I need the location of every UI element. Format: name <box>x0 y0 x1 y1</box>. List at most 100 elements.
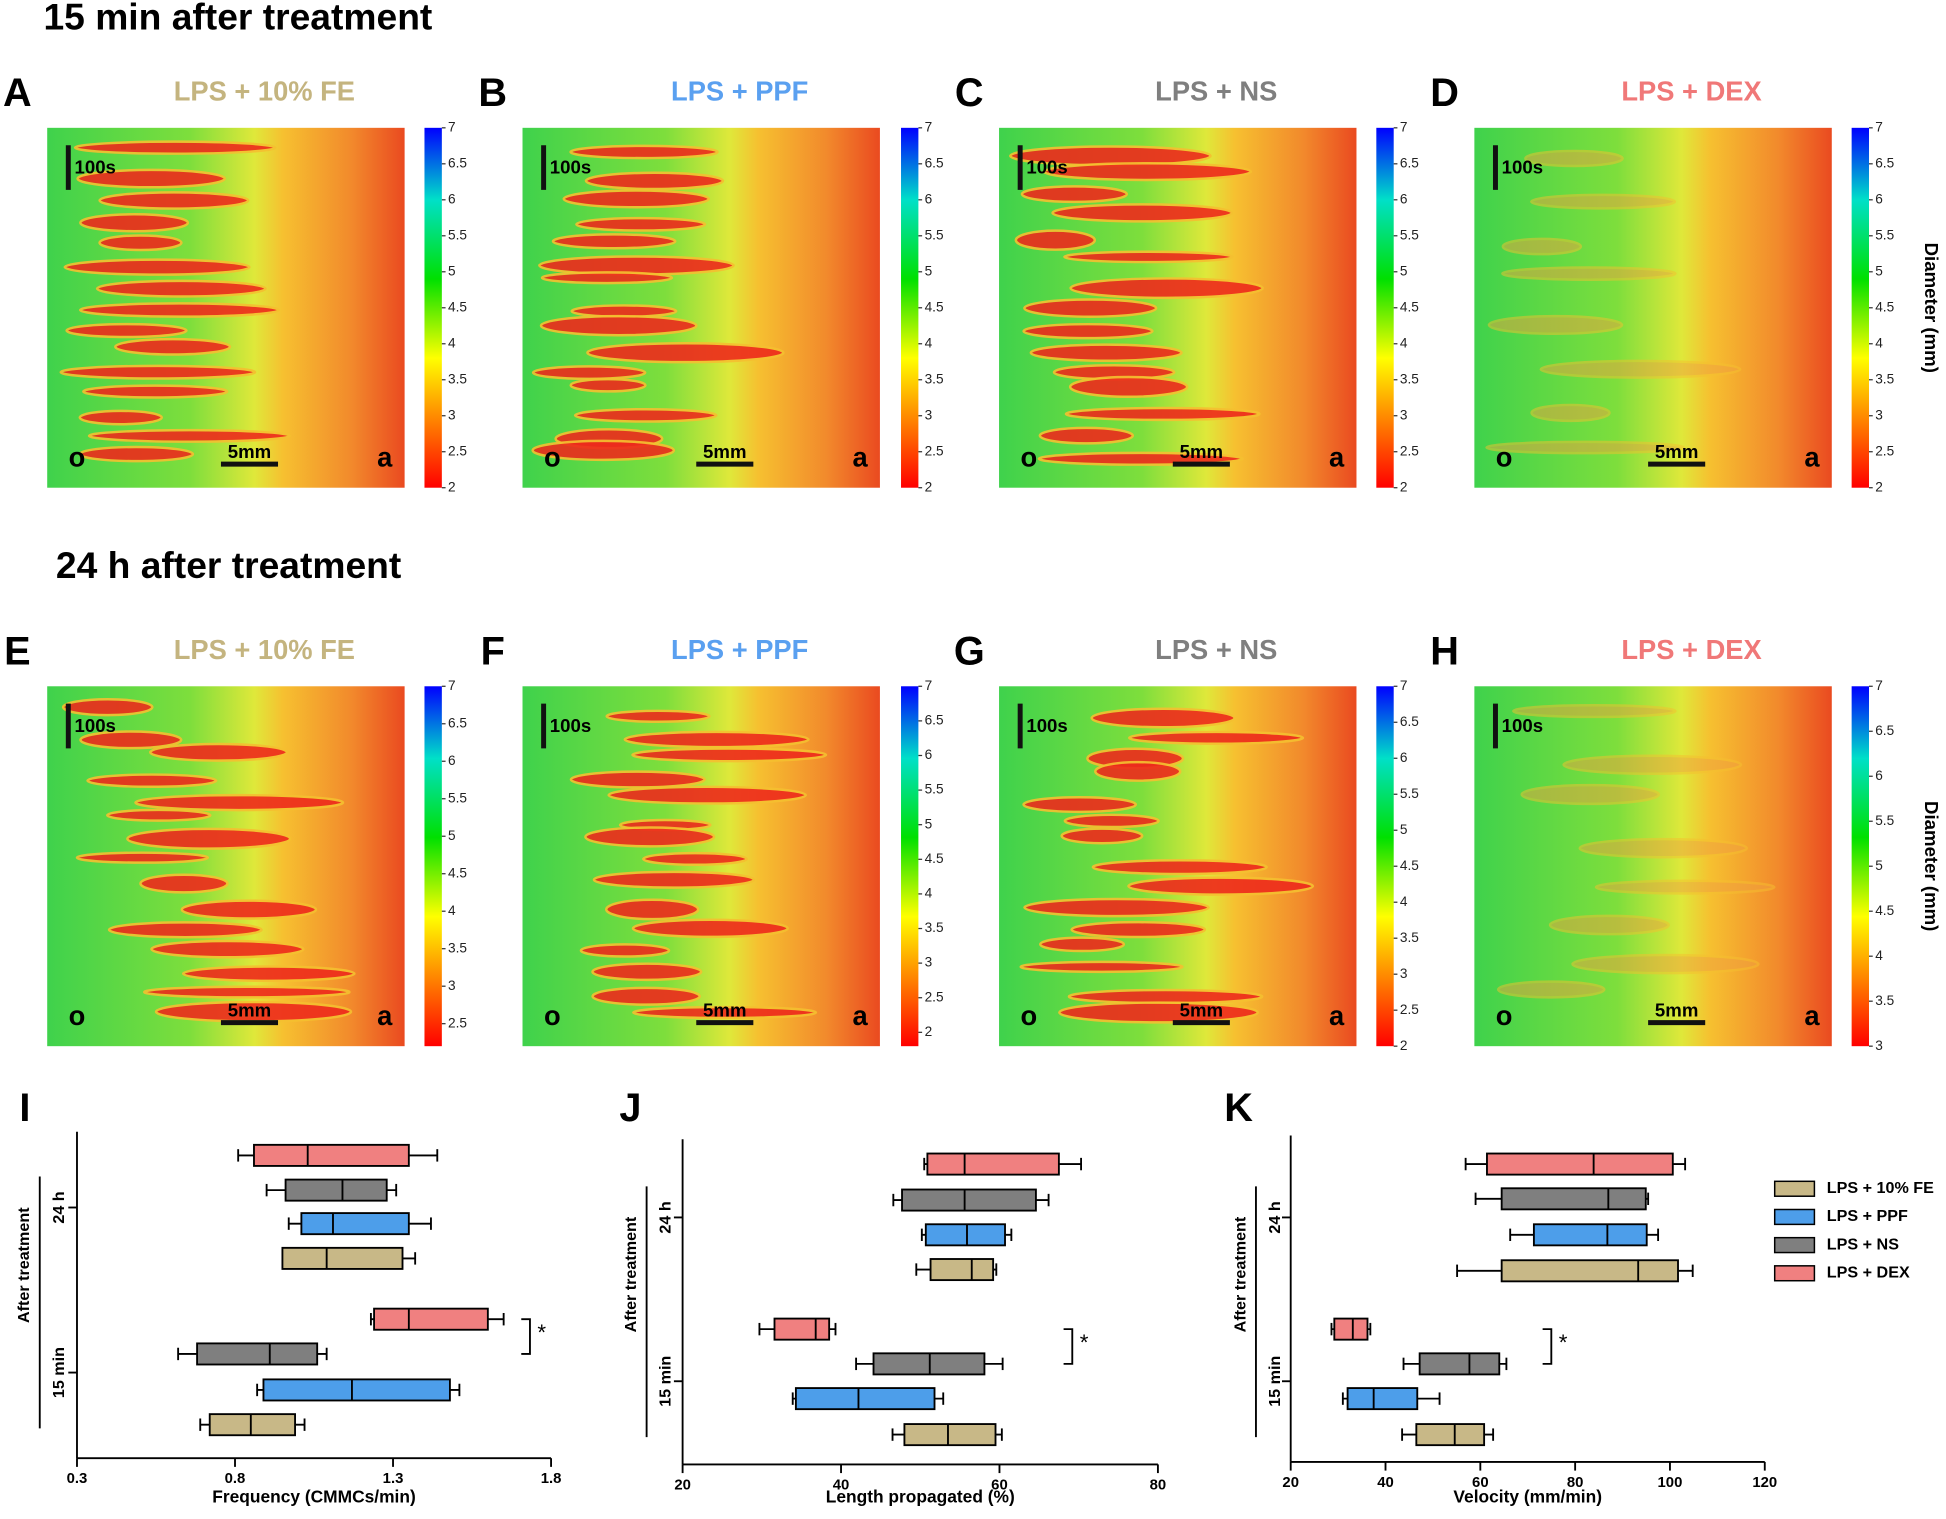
colorbar-tick-label: 5.5 <box>1875 227 1894 242</box>
time-scale-label: 100s <box>1026 157 1067 178</box>
colorbar-tick-label: 4 <box>448 335 456 350</box>
colorbar-tick-label: 7 <box>448 119 456 134</box>
heatmap-streak <box>631 747 828 763</box>
colorbar <box>1851 127 1870 488</box>
heatmap-streak <box>1501 266 1677 281</box>
heatmap-streak <box>1548 914 1671 936</box>
x-axis-title: Velocity (mm/min) <box>1453 1486 1602 1506</box>
heatmap-streak <box>591 962 703 982</box>
colorbar-tick-label: 4 <box>1400 894 1408 909</box>
heatmap-streak <box>107 921 263 939</box>
time-scale-label: 100s <box>75 157 116 178</box>
heatmap-streak <box>631 918 789 939</box>
box <box>1500 1187 1647 1211</box>
oral-label: o <box>1021 1000 1038 1031</box>
heatmap-streak <box>562 189 710 209</box>
heatmap-streak <box>591 986 701 1006</box>
heatmap-streak <box>573 407 718 423</box>
box <box>901 1188 1037 1212</box>
heatmap-streak <box>575 216 707 232</box>
heatmap-streak <box>540 271 674 285</box>
box <box>284 1178 388 1202</box>
colorbar-tick-label: 5 <box>1400 263 1408 278</box>
heatmap-streak <box>569 377 647 393</box>
heatmap-streak <box>1022 795 1138 814</box>
heatmap-streak <box>592 870 756 889</box>
box <box>773 1317 831 1341</box>
panel-letter: A <box>3 71 32 115</box>
colorbar-tick-label: 6.5 <box>1400 714 1419 729</box>
heatmap-streak <box>149 742 289 762</box>
x-tick-label: 60 <box>991 1477 1008 1493</box>
oral-label: o <box>544 1000 561 1031</box>
colorbar-tick-label: 5.5 <box>1400 227 1419 242</box>
box <box>253 1143 410 1167</box>
heatmap-streak <box>1520 783 1661 806</box>
panel-letter: I <box>19 1086 30 1130</box>
colorbar-tick-label: 3 <box>1400 407 1408 422</box>
heatmap-streak <box>63 258 251 276</box>
colorbar-tick-label: 3.5 <box>448 940 467 955</box>
heatmap-streak <box>73 140 277 155</box>
heatmap-streak <box>605 709 711 724</box>
colorbar-tick-label: 6 <box>925 747 933 762</box>
colorbar-tick-label: 6 <box>448 753 456 768</box>
significance-label: * <box>1080 1330 1089 1355</box>
colorbar-tick-label: 3.5 <box>925 371 944 386</box>
x-tick-label: 1.8 <box>541 1471 562 1487</box>
colorbar-tick-label: 5.5 <box>1875 813 1894 828</box>
oral-label: o <box>1496 441 1513 472</box>
x-tick-label: 1.3 <box>383 1471 404 1487</box>
heatmap-streak <box>76 168 226 189</box>
heatmap-streak <box>539 314 698 337</box>
box <box>262 1378 451 1402</box>
legend-swatch <box>1773 1265 1816 1282</box>
x-tick-label: 20 <box>1282 1475 1299 1491</box>
legend-swatch <box>1773 1180 1816 1197</box>
heatmap-streak <box>579 943 671 958</box>
x-axis-title: Frequency (CMMCs/min) <box>212 1486 416 1506</box>
heatmap-streak <box>1038 426 1135 445</box>
box <box>1346 1387 1419 1411</box>
heatmap-streak <box>1029 343 1183 363</box>
x-tick-label: 60 <box>1472 1475 1489 1491</box>
colorbar <box>1376 686 1394 1047</box>
heatmap-streak <box>531 365 647 381</box>
colorbar-tick-label: 2.5 <box>925 443 944 458</box>
space-scale-label: 5mm <box>1180 441 1223 462</box>
colorbar-tick-label: 5 <box>925 263 933 278</box>
significance-bracket <box>521 1318 531 1355</box>
panel-title: LPS + NS <box>1155 75 1277 106</box>
heatmap-streak <box>75 851 210 864</box>
panel-letter: B <box>478 71 507 115</box>
colorbar-tick-label: 4 <box>1400 335 1408 350</box>
colorbar-tick-label: 4.5 <box>448 299 467 314</box>
heatmap-streak <box>139 873 229 894</box>
colorbar-tick-label: 4.5 <box>925 851 944 866</box>
colorbar-tick-label: 3 <box>448 407 456 422</box>
heatmap-streak <box>1487 314 1624 336</box>
heatmap-streak <box>1063 813 1160 829</box>
panel-title: LPS + 10% FE <box>174 75 355 106</box>
box <box>1418 1352 1501 1376</box>
colorbar-title: Diameter (mm) <box>1921 243 1942 373</box>
space-scale-label: 5mm <box>1655 441 1698 462</box>
heatmap-streak <box>1051 203 1234 223</box>
colorbar-tick-label: 3.5 <box>1400 371 1419 386</box>
heatmap-streak <box>1063 250 1235 264</box>
colorbar-tick-label: 5 <box>1875 263 1883 278</box>
heatmap-streak <box>98 191 250 210</box>
colorbar-tick-label: 4.5 <box>925 299 944 314</box>
colorbar-tick-label: 3.5 <box>1875 993 1894 1008</box>
heatmap-streak <box>1019 960 1184 974</box>
colorbar-tick-label: 2.5 <box>448 1015 467 1030</box>
heatmap-streak <box>79 730 183 750</box>
heatmap-streak <box>1530 403 1611 423</box>
x-axis-title: Length propagated (%) <box>826 1486 1015 1506</box>
aboral-label: a <box>852 1000 868 1031</box>
colorbar-tick-label: 2 <box>1400 479 1408 494</box>
heatmap-streak <box>551 233 677 250</box>
box <box>300 1212 410 1236</box>
group-label: 24 h <box>657 1201 675 1233</box>
